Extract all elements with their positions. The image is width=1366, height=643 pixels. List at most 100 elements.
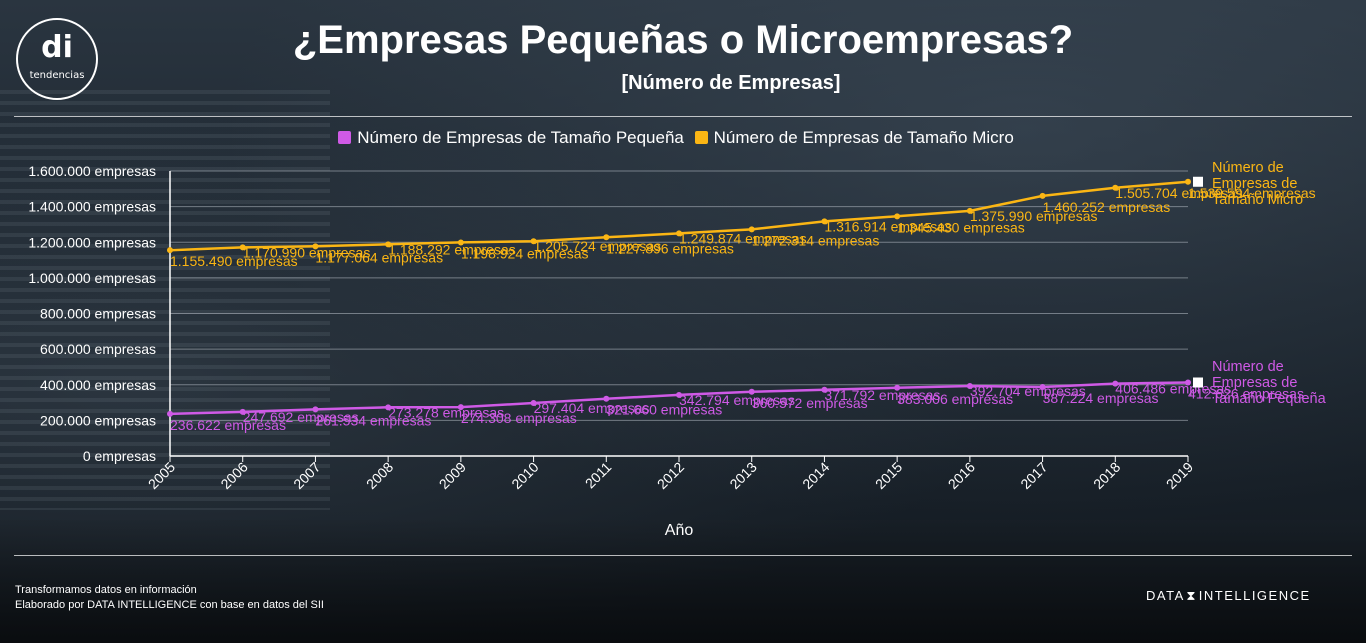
series-end-label: Empresas de	[1212, 176, 1297, 192]
legend-item-micro[interactable]: Número de Empresas de Tamaño Micro	[694, 128, 1014, 148]
data-label: 412.626 empresas	[1188, 386, 1304, 402]
data-point	[821, 386, 828, 393]
data-point	[603, 234, 610, 241]
data-label: 1.345.430 empresas	[897, 219, 1025, 235]
series-end-marker	[1193, 176, 1203, 187]
data-point	[1185, 379, 1191, 386]
data-point	[1112, 380, 1119, 387]
data-label: 273.278 empresas	[388, 404, 504, 420]
series-end-marker	[1193, 377, 1203, 388]
data-label: 1.316.914 empresas	[824, 218, 952, 234]
y-tick-label: 1.000.000 empresas	[28, 270, 156, 286]
data-point	[457, 239, 464, 246]
data-intelligence-logo: DATA ⧗ INTELLIGENCE	[1146, 588, 1311, 604]
data-point	[603, 395, 610, 402]
x-tick-label: 2009	[436, 459, 469, 492]
series-end-label: Número de	[1212, 359, 1284, 375]
data-point	[676, 391, 682, 398]
x-tick-label: 2019	[1163, 459, 1196, 492]
di-tendencias-logo: di tendencias	[16, 18, 98, 100]
data-label: 247.692 empresas	[243, 409, 359, 425]
window-blinds	[0, 90, 330, 510]
y-tick-label: 800.000 empresas	[40, 306, 156, 322]
data-label: 360.572 empresas	[752, 395, 868, 411]
data-point	[1112, 184, 1119, 191]
x-tick-label: 2006	[217, 459, 250, 492]
data-point	[821, 218, 828, 225]
series-end-label: Tamaño Pequeña	[1212, 391, 1327, 407]
legend-item-pequena[interactable]: Número de Empresas de Tamaño Pequeña	[338, 128, 684, 148]
data-label: 261.534 empresas	[315, 412, 431, 428]
y-tick-label: 200.000 empresas	[40, 412, 156, 428]
data-point	[312, 243, 319, 250]
data-label: 387.224 empresas	[1043, 390, 1159, 406]
data-label: 342.794 empresas	[679, 392, 795, 408]
y-tick-label: 1.600.000 empresas	[28, 163, 156, 179]
data-label: 1.505.704 empresas	[1115, 185, 1243, 201]
data-label: 1.539.594 empresas	[1188, 185, 1316, 201]
brand-word-intelligence: INTELLIGENCE	[1198, 588, 1311, 603]
data-label: 1.227.896 empresas	[606, 240, 734, 256]
legend-swatch-micro	[694, 131, 708, 144]
data-point	[1039, 192, 1046, 199]
data-point	[457, 404, 464, 411]
data-point	[966, 207, 973, 214]
data-point	[312, 406, 319, 413]
data-point	[385, 241, 392, 248]
data-label: 1.177.064 empresas	[315, 249, 443, 265]
data-point	[748, 226, 755, 233]
data-point	[239, 408, 246, 415]
data-label: 383.006 empresas	[897, 391, 1013, 407]
top-divider	[14, 116, 1352, 117]
series-end-label: Tamaño Micro	[1212, 192, 1303, 208]
data-point	[530, 238, 537, 245]
series-end-label: Empresas de	[1212, 375, 1297, 391]
data-point	[239, 244, 246, 251]
data-label: 1.460.252 empresas	[1043, 199, 1171, 215]
y-tick-label: 400.000 empresas	[40, 377, 156, 393]
x-tick-label: 2014	[799, 459, 832, 492]
data-point	[894, 384, 901, 391]
data-label: 321.660 empresas	[606, 402, 722, 418]
x-axis-title: Año	[665, 522, 694, 539]
data-point	[748, 388, 755, 395]
legend-swatch-pequena	[338, 131, 352, 144]
x-tick-label: 2018	[1090, 459, 1123, 492]
data-point	[167, 410, 173, 417]
desk-shadow	[0, 520, 1366, 643]
page-title: ¿Empresas Pequeñas o Microempresas?	[292, 18, 1074, 62]
data-label: 1.155.490 empresas	[170, 253, 298, 269]
data-label: 1.198.924 empresas	[461, 245, 589, 261]
legend-label-micro: Número de Empresas de Tamaño Micro	[713, 128, 1014, 147]
data-label: 371.792 empresas	[824, 387, 940, 403]
data-label: 1.188.292 empresas	[388, 241, 516, 257]
data-label: 1.375.990 empresas	[970, 208, 1098, 224]
data-label: 274.308 empresas	[461, 410, 577, 426]
data-label: 1.272.314 empresas	[752, 232, 880, 248]
x-tick-label: 2016	[945, 459, 978, 492]
x-tick-label: 2007	[290, 459, 323, 492]
data-point	[385, 404, 392, 411]
series-end-label: Número de	[1212, 160, 1284, 176]
x-tick-label: 2011	[582, 459, 615, 492]
x-tick-label: 2015	[872, 459, 905, 492]
data-point	[1185, 178, 1191, 185]
data-point	[894, 213, 901, 220]
y-tick-label: 0 empresas	[83, 448, 156, 464]
brand-word-data: DATA	[1146, 588, 1185, 603]
logo-text: tendencias	[29, 70, 85, 81]
data-point	[167, 247, 173, 254]
x-tick-label: 2012	[654, 459, 687, 492]
data-label: 1.205.724 empresas	[534, 238, 662, 254]
bottom-divider	[14, 555, 1352, 556]
page-subtitle: [Número de Empresas]	[621, 72, 841, 94]
data-point	[966, 383, 973, 390]
y-tick-label: 600.000 empresas	[40, 341, 156, 357]
data-point	[676, 230, 682, 237]
chart-legend: Número de Empresas de Tamaño Pequeña Núm…	[0, 128, 1352, 148]
data-label: 236.622 empresas	[170, 417, 286, 433]
data-point	[530, 400, 537, 407]
footer-source: Elaborado por DATA INTELLIGENCE con base…	[15, 599, 324, 611]
data-label: 297.404 empresas	[534, 400, 650, 416]
